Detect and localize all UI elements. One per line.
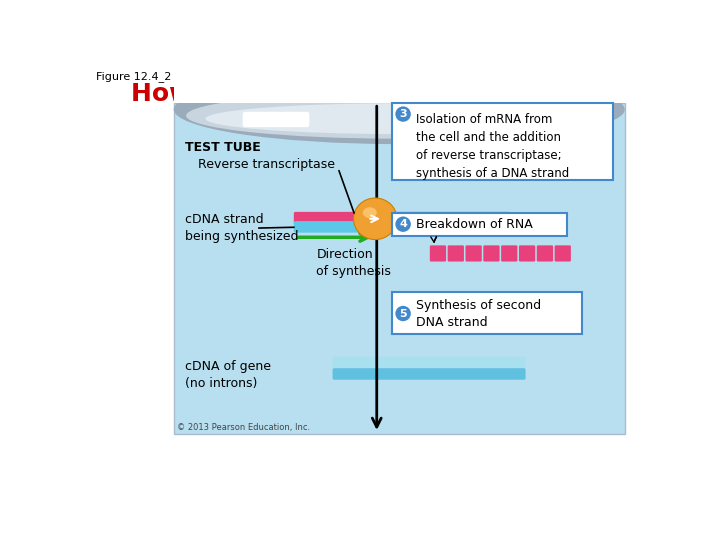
Text: cDNA of gene
(no introns): cDNA of gene (no introns) bbox=[184, 360, 271, 390]
Text: Synthesis of second
DNA strand: Synthesis of second DNA strand bbox=[415, 299, 541, 328]
FancyBboxPatch shape bbox=[243, 112, 310, 127]
FancyBboxPatch shape bbox=[392, 103, 613, 180]
Ellipse shape bbox=[174, 67, 625, 129]
Text: Reverse transcriptase: Reverse transcriptase bbox=[199, 158, 336, 171]
FancyBboxPatch shape bbox=[448, 245, 464, 261]
FancyBboxPatch shape bbox=[392, 292, 582, 334]
Text: 3: 3 bbox=[400, 109, 407, 119]
Bar bbox=[174, 57, 625, 103]
Ellipse shape bbox=[205, 103, 593, 134]
Ellipse shape bbox=[174, 75, 625, 144]
Text: Figure 12.4_2: Figure 12.4_2 bbox=[96, 71, 171, 82]
Text: Direction
of synthesis: Direction of synthesis bbox=[316, 248, 391, 278]
Circle shape bbox=[395, 306, 411, 321]
FancyBboxPatch shape bbox=[501, 245, 518, 261]
Text: Isolation of mRNA from
the cell and the addition
of reverse transcriptase;
synth: Isolation of mRNA from the cell and the … bbox=[415, 112, 569, 179]
Ellipse shape bbox=[354, 198, 397, 240]
Text: 4: 4 bbox=[399, 219, 407, 229]
FancyBboxPatch shape bbox=[519, 245, 535, 261]
FancyBboxPatch shape bbox=[537, 245, 553, 261]
FancyBboxPatch shape bbox=[430, 245, 446, 261]
Circle shape bbox=[395, 217, 411, 232]
FancyBboxPatch shape bbox=[554, 245, 571, 261]
Ellipse shape bbox=[186, 92, 612, 139]
Text: TEST TUBE: TEST TUBE bbox=[184, 141, 261, 154]
FancyBboxPatch shape bbox=[333, 368, 526, 380]
Ellipse shape bbox=[363, 207, 377, 218]
Bar bbox=[174, 103, 625, 434]
Circle shape bbox=[395, 106, 411, 122]
Text: cDNA strand
being synthesized: cDNA strand being synthesized bbox=[184, 213, 298, 243]
FancyBboxPatch shape bbox=[333, 356, 526, 368]
FancyBboxPatch shape bbox=[483, 245, 500, 261]
Text: © 2013 Pearson Education, Inc.: © 2013 Pearson Education, Inc. bbox=[177, 423, 310, 432]
FancyBboxPatch shape bbox=[294, 212, 510, 225]
FancyBboxPatch shape bbox=[294, 221, 377, 233]
Text: Breakdown of RNA: Breakdown of RNA bbox=[415, 218, 532, 231]
Text: 5: 5 bbox=[400, 308, 407, 319]
FancyBboxPatch shape bbox=[409, 112, 476, 127]
FancyBboxPatch shape bbox=[392, 213, 567, 236]
FancyBboxPatch shape bbox=[466, 245, 482, 261]
Text: How Reverse Transcriptase works: How Reverse Transcriptase works bbox=[131, 82, 607, 106]
